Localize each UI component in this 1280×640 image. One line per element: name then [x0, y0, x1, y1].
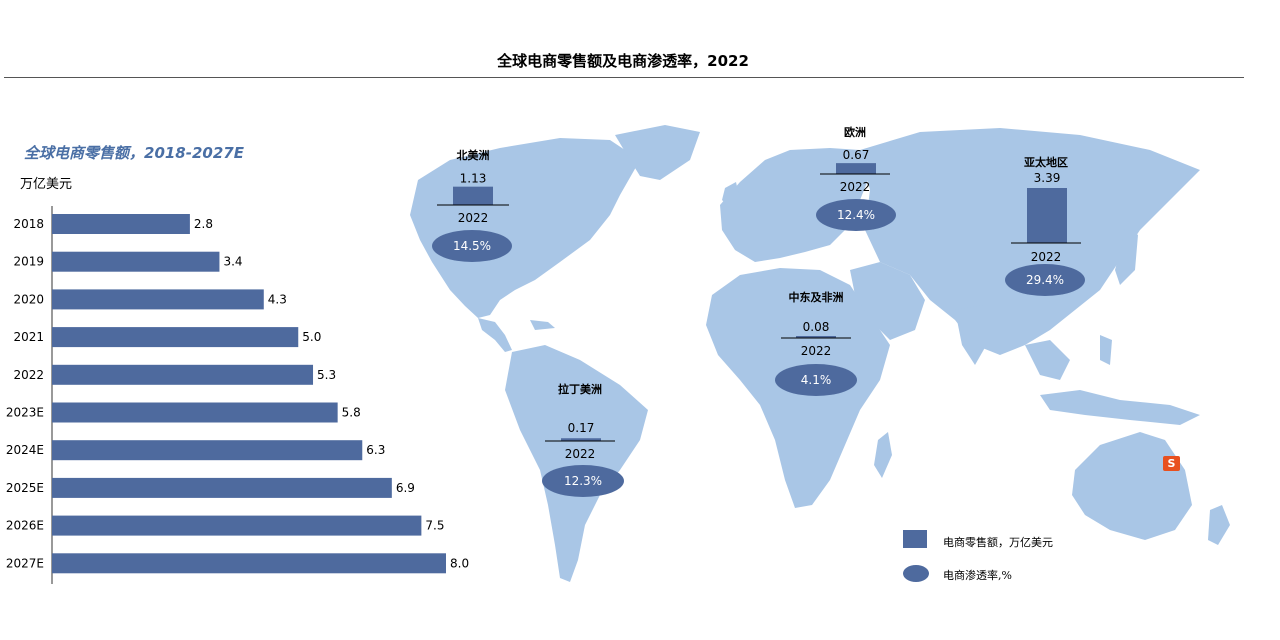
region-name: 欧洲	[844, 125, 866, 139]
region-penetration-ellipse	[775, 364, 857, 396]
region-penetration-ellipse	[542, 465, 624, 497]
region-penetration-value: 12.4%	[837, 208, 875, 222]
region-penetration-ellipse	[816, 199, 896, 231]
region-year-label: 2022	[1031, 250, 1062, 264]
bar-value-label: 6.9	[396, 481, 415, 495]
page-title: 全球电商零售额及电商渗透率，2022	[497, 52, 749, 70]
middle-east-shape	[850, 262, 925, 340]
bar	[52, 364, 314, 385]
region-sales-bar	[796, 336, 836, 338]
india-shape	[955, 305, 995, 365]
madagascar-shape	[874, 432, 892, 478]
bar-category-label: 2026E	[6, 519, 44, 533]
region-marker: 北美洲 1.13 2022 14.5%	[432, 148, 512, 262]
bar-category-label: 2025E	[6, 481, 44, 495]
bar-value-label: 2.8	[194, 217, 213, 231]
region-sales-bar	[561, 438, 601, 441]
new-zealand-shape	[1208, 505, 1230, 545]
bar	[52, 289, 264, 310]
region-penetration-ellipse	[432, 230, 512, 262]
bar-category-label: 2020	[13, 292, 44, 306]
region-marker: 亚太地区 3.39 2022 29.4%	[1005, 155, 1085, 296]
region-sales-value: 3.39	[1034, 171, 1061, 185]
annual-sales-bar-chart: 2018 2.8 2019 3.4 2020 4.3 2021 5.0 2022 5.3 2023E…	[6, 206, 469, 584]
bar	[52, 214, 190, 234]
philippines-shape	[1100, 335, 1112, 365]
legend-sales-swatch	[903, 530, 927, 548]
region-sales-bar	[1027, 188, 1067, 243]
legend-penetration-label: 电商渗透率,%	[943, 569, 1012, 582]
region-penetration-value: 14.5%	[453, 239, 491, 253]
region-name: 中东及非洲	[789, 290, 844, 304]
southeast-asia-shape	[1025, 340, 1070, 380]
bar-value-label: 3.4	[223, 255, 242, 269]
region-sales-bar	[453, 186, 493, 205]
bar-category-label: 2021	[13, 330, 44, 344]
greenland-shape	[615, 125, 700, 180]
region-year-label: 2022	[840, 180, 871, 194]
region-sales-value: 0.17	[568, 421, 595, 435]
bar	[52, 477, 392, 498]
legend-penetration-swatch	[903, 565, 929, 582]
bar-chart-title: 全球电商零售额，2018-2027E	[24, 144, 244, 162]
bar	[52, 327, 299, 348]
bar-category-label: 2027E	[6, 556, 44, 570]
bar	[52, 402, 338, 423]
region-markers: 北美洲 1.13 2022 14.5% 欧洲 0.67 2022 12.4% 亚太地区 3.39 2…	[432, 125, 1085, 497]
region-name: 拉丁美洲	[558, 382, 602, 396]
bar-value-label: 6.3	[366, 443, 385, 457]
bar	[52, 251, 220, 272]
central-america-shape	[478, 318, 512, 352]
north-america-shape	[410, 138, 640, 318]
bar-value-label: 5.3	[317, 368, 336, 382]
bar-category-label: 2024E	[6, 443, 44, 457]
region-penetration-ellipse	[1005, 264, 1085, 296]
bar-value-label: 5.0	[302, 330, 321, 344]
region-name: 北美洲	[457, 148, 490, 162]
caribbean-shape	[530, 320, 555, 330]
region-marker: 欧洲 0.67 2022 12.4%	[816, 125, 896, 231]
region-marker: 拉丁美洲 0.17 2022 12.3%	[542, 382, 624, 497]
region-sales-value: 0.08	[803, 320, 830, 334]
bar-value-label: 8.0	[450, 556, 469, 570]
title-divider	[4, 77, 1244, 78]
bar-value-label: 7.5	[425, 519, 444, 533]
uk-shape	[722, 182, 740, 208]
indonesia-shape	[1040, 390, 1200, 425]
bar-category-label: 2022	[13, 368, 44, 382]
world-map: 北美洲 1.13 2022 14.5% 欧洲 0.67 2022 12.4% 亚太地区 3.39 2…	[410, 125, 1230, 582]
bar-value-label: 4.3	[268, 292, 287, 306]
region-penetration-value: 12.3%	[564, 474, 602, 488]
region-year-label: 2022	[458, 211, 489, 225]
australia-shape	[1072, 432, 1192, 540]
region-penetration-value: 4.1%	[801, 373, 832, 387]
bar	[52, 515, 422, 536]
legend-sales-label: 电商零售额，万亿美元	[943, 536, 1053, 549]
region-sales-value: 1.13	[460, 172, 487, 186]
bar-category-label: 2019	[13, 255, 44, 269]
region-sales-value: 0.67	[843, 148, 870, 162]
region-year-label: 2022	[801, 344, 832, 358]
bar	[52, 440, 363, 461]
south-america-shape	[505, 345, 648, 582]
region-penetration-value: 29.4%	[1026, 273, 1064, 287]
europe-shape	[720, 148, 870, 262]
region-year-label: 2022	[565, 447, 596, 461]
bar-value-label: 5.8	[342, 406, 361, 420]
bar-chart-unit: 万亿美元	[20, 177, 73, 192]
bar-category-label: 2023E	[6, 406, 44, 420]
bar-category-label: 2018	[13, 217, 44, 231]
region-marker: 中东及非洲 0.08 2022 4.1%	[775, 290, 857, 396]
s-logo-icon: S	[1163, 456, 1180, 471]
region-name: 亚太地区	[1024, 155, 1068, 169]
japan-shape	[1115, 225, 1138, 285]
region-sales-bar	[836, 163, 876, 174]
bar	[52, 553, 446, 574]
